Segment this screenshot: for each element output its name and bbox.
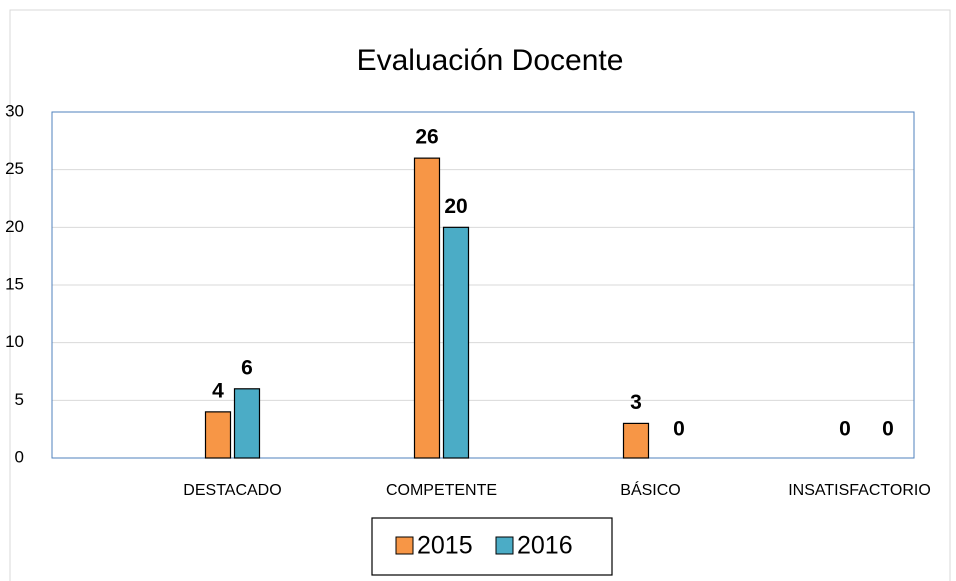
- value-label: 0: [673, 418, 685, 441]
- plot-area: [51, 111, 915, 459]
- value-label: 26: [415, 126, 438, 149]
- value-label: 0: [839, 418, 851, 441]
- legend-label: 2015: [417, 532, 473, 560]
- legend-label: 2016: [517, 532, 573, 560]
- x-tick-label: COMPETENTE: [386, 482, 497, 499]
- bar: [413, 157, 441, 459]
- value-label: 6: [241, 356, 253, 379]
- y-tick-label: 15: [5, 274, 24, 293]
- value-label: 4: [212, 379, 224, 402]
- bar: [204, 411, 232, 459]
- y-tick-label: 30: [5, 101, 24, 120]
- legend-swatch: [495, 536, 514, 555]
- y-tick-label: 0: [15, 447, 24, 466]
- y-tick-label: 10: [5, 332, 24, 351]
- bar: [622, 422, 650, 459]
- value-label: 0: [882, 418, 894, 441]
- bar: [442, 226, 470, 459]
- y-tick-label: 5: [15, 390, 24, 409]
- chart-border: [9, 9, 951, 581]
- chart-title: Evaluación Docente: [357, 44, 624, 77]
- value-label: 20: [444, 195, 467, 218]
- x-tick-label: INSATISFACTORIO: [788, 482, 931, 499]
- legend-swatch: [395, 536, 414, 555]
- x-tick-label: BÁSICO: [620, 480, 680, 499]
- x-tick-label: DESTACADO: [183, 482, 281, 499]
- y-tick-label: 20: [5, 217, 24, 236]
- value-label: 3: [630, 391, 642, 414]
- bar: [233, 388, 261, 459]
- y-tick-label: 25: [5, 159, 24, 178]
